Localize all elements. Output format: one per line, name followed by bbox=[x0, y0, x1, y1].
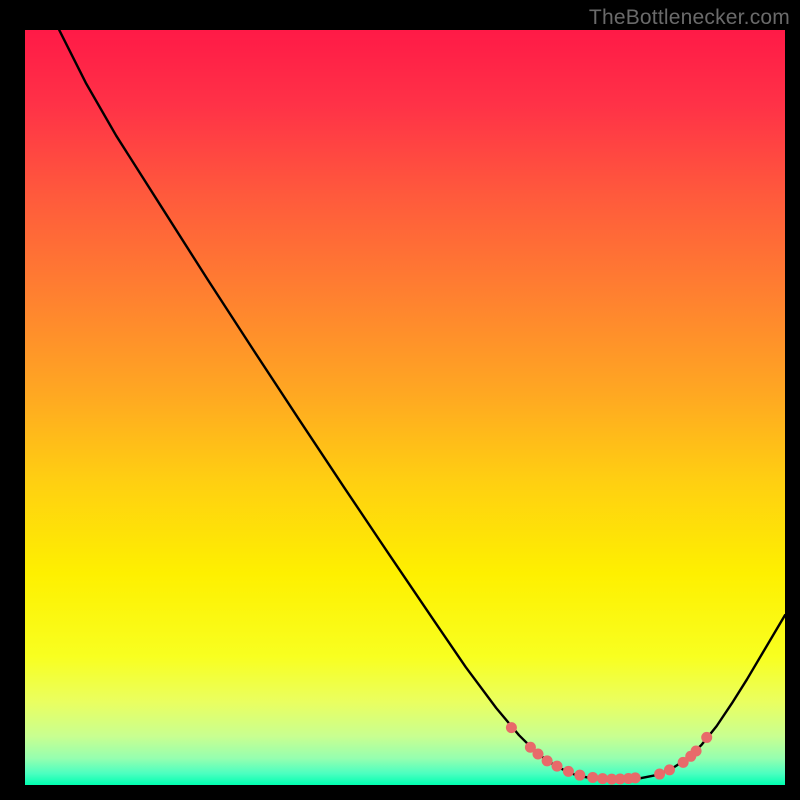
marker-point bbox=[664, 764, 675, 775]
marker-point bbox=[563, 766, 574, 777]
chart-frame: TheBottlenecker.com bbox=[0, 0, 800, 800]
marker-point bbox=[691, 746, 702, 757]
marker-point bbox=[506, 722, 517, 733]
marker-point bbox=[654, 769, 665, 780]
marker-point bbox=[574, 770, 585, 781]
marker-point bbox=[587, 772, 598, 783]
marker-point bbox=[552, 761, 563, 772]
chart-background bbox=[25, 30, 785, 785]
marker-point bbox=[630, 772, 641, 783]
watermark-text: TheBottlenecker.com bbox=[589, 6, 790, 30]
marker-point bbox=[542, 755, 553, 766]
bottleneck-chart bbox=[25, 30, 785, 785]
marker-point bbox=[701, 732, 712, 743]
marker-point bbox=[533, 749, 544, 760]
